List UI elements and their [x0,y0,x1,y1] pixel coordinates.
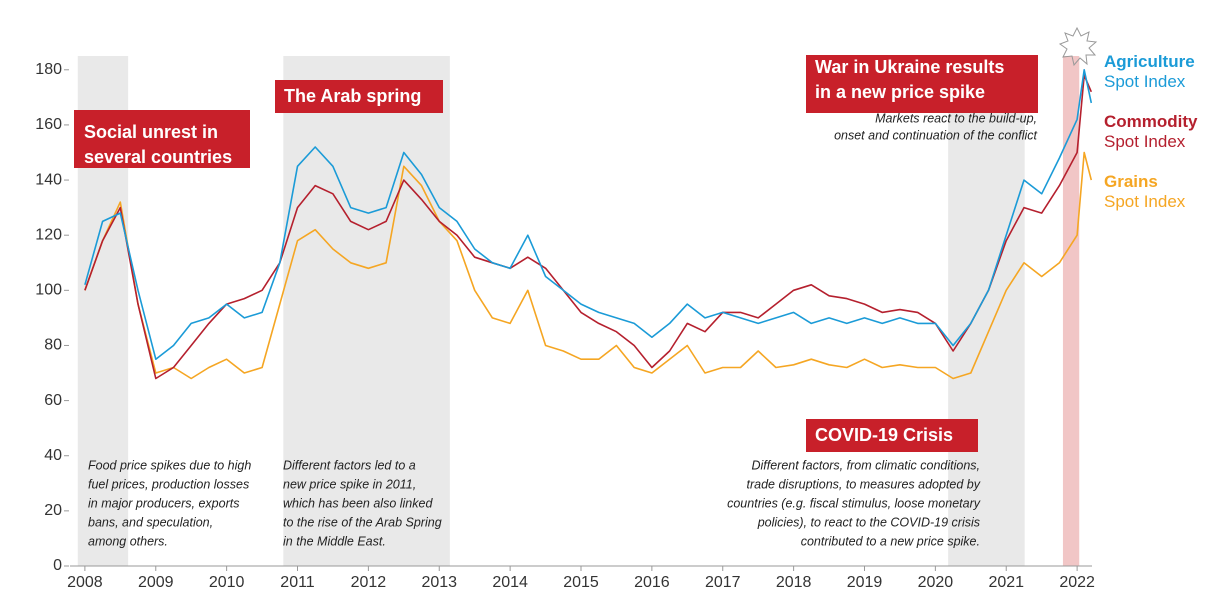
annotation-title: Social unrest in [84,122,218,142]
annotation-note: to the rise of the Arab Spring [283,515,442,529]
shaded-period [283,56,450,566]
annotation-title: The Arab spring [284,86,421,106]
annotation-note: Markets react to the build-up, [875,111,1037,125]
x-tick-label: 2017 [705,574,741,591]
annotation-title: several countries [84,147,232,167]
annotation-box [275,80,443,113]
annotation-note: Different factors led to a [283,458,416,472]
y-tick-label: 100 [35,282,62,299]
x-tick-label: 2015 [563,574,599,591]
y-tick-label: 80 [44,337,62,354]
annotation-note: which has been also linked [283,496,433,510]
x-tick-label: 2011 [280,574,315,591]
annotation-note: Food price spikes due to high [88,458,251,472]
annotation-note: new price spike in 2011, [283,477,416,491]
x-tick-label: 2022 [1059,574,1095,591]
x-tick-label: 2021 [988,574,1024,591]
annotation-title: COVID-19 Crisis [815,425,953,445]
y-tick-label: 20 [44,502,62,519]
x-tick-label: 2018 [776,574,812,591]
annotation-note: trade disruptions, to measures adopted b… [747,477,981,491]
annotation-note: contributed to a new price spike. [801,534,980,548]
x-tick-label: 2014 [492,574,528,591]
y-tick-label: 120 [35,226,62,243]
y-tick-label: 140 [35,171,62,188]
annotation-note: in the Middle East. [283,534,386,548]
annotation-note: countries (e.g. fiscal stimulus, loose m… [727,496,981,510]
y-tick-label: 60 [44,392,62,409]
annotation-note: in major producers, exports [88,496,239,510]
legend-entry: Grains Spot Index [1104,172,1186,211]
shaded-period [1062,56,1080,566]
annotation-title: in a new price spike [815,82,985,102]
annotation-box [806,55,1038,113]
y-tick-label: 160 [35,116,62,133]
x-tick-label: 2012 [351,574,387,591]
annotation-note: among others. [88,534,168,548]
annotation-note: onset and continuation of the conflict [834,128,1037,142]
x-tick-label: 2020 [918,574,954,591]
series-line [84,151,1093,380]
legend-entry: Agriculture Spot Index [1104,52,1195,91]
legend-entry: Commodity Spot Index [1104,112,1198,151]
annotation-note: bans, and speculation, [88,515,213,529]
annotation-note: Different factors, from climatic conditi… [751,458,980,472]
x-tick-label: 2016 [634,574,670,591]
series-line [84,69,1093,360]
x-tick-label: 2013 [421,574,457,591]
series-line [84,74,1093,380]
annotation-box [806,419,978,452]
annotation-note: policies), to react to the COVID-19 cris… [757,515,980,529]
burst-icon [1058,26,1098,67]
x-tick-label: 2009 [138,574,174,591]
y-tick-label: 180 [35,61,62,78]
y-tick-label: 40 [44,447,62,464]
x-tick-label: 2010 [209,574,245,591]
annotation-note: fuel prices, production losses [88,477,249,491]
shaded-period [948,56,1025,566]
annotation-title: War in Ukraine results [815,57,1004,77]
y-tick-label: 0 [53,557,62,574]
x-tick-label: 2008 [67,574,103,591]
annotation-box [74,110,250,168]
x-tick-label: 2019 [847,574,883,591]
